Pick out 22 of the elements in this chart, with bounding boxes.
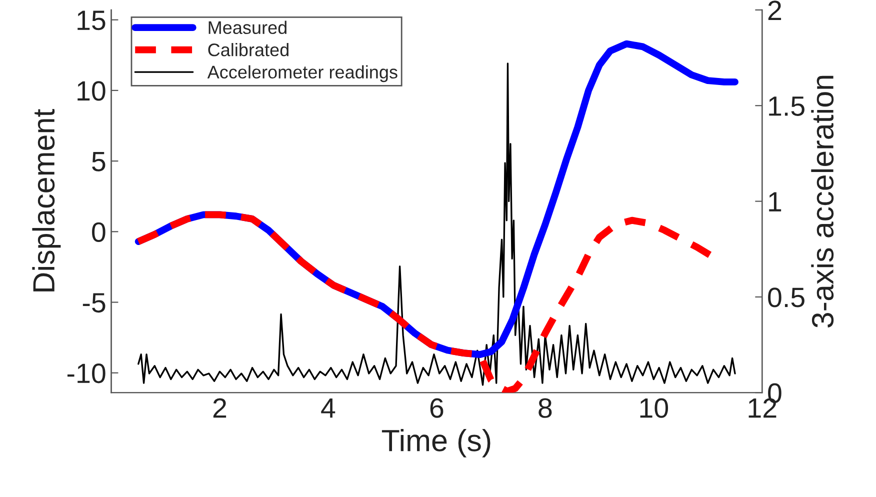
y-axis-title: Displacement [32, 108, 61, 292]
line-series [138, 62, 736, 386]
legend-label: Calibrated [208, 43, 288, 56]
y2-axis-title: 3-axis acceleration [811, 76, 834, 328]
y-tick-label: 15 [78, 10, 106, 30]
y2-tick-label: 1 [769, 192, 782, 212]
x-tick-label: 4 [321, 398, 336, 418]
y-tick-label: 5 [92, 152, 106, 172]
x-tick-label: 8 [538, 398, 552, 418]
x-axis-title: Time (s) [382, 428, 490, 458]
x-tick-label: 2 [213, 398, 226, 418]
y2-tick-label: 0.5 [768, 288, 804, 308]
legend-label: Accelerometer readings [207, 65, 398, 82]
y2-tick-label: 2 [768, 0, 782, 20]
y2-tick-label: 1.5 [769, 96, 804, 116]
x-tick-label: 6 [430, 398, 444, 418]
x-tick-label: 10 [640, 398, 668, 418]
y-tick-label: 0 [92, 222, 106, 242]
y-tick-label: 10 [78, 81, 106, 101]
legend-label: Measured [208, 20, 286, 34]
y-tick-label: -5 [82, 293, 106, 313]
y-tick-label: -10 [67, 364, 106, 384]
